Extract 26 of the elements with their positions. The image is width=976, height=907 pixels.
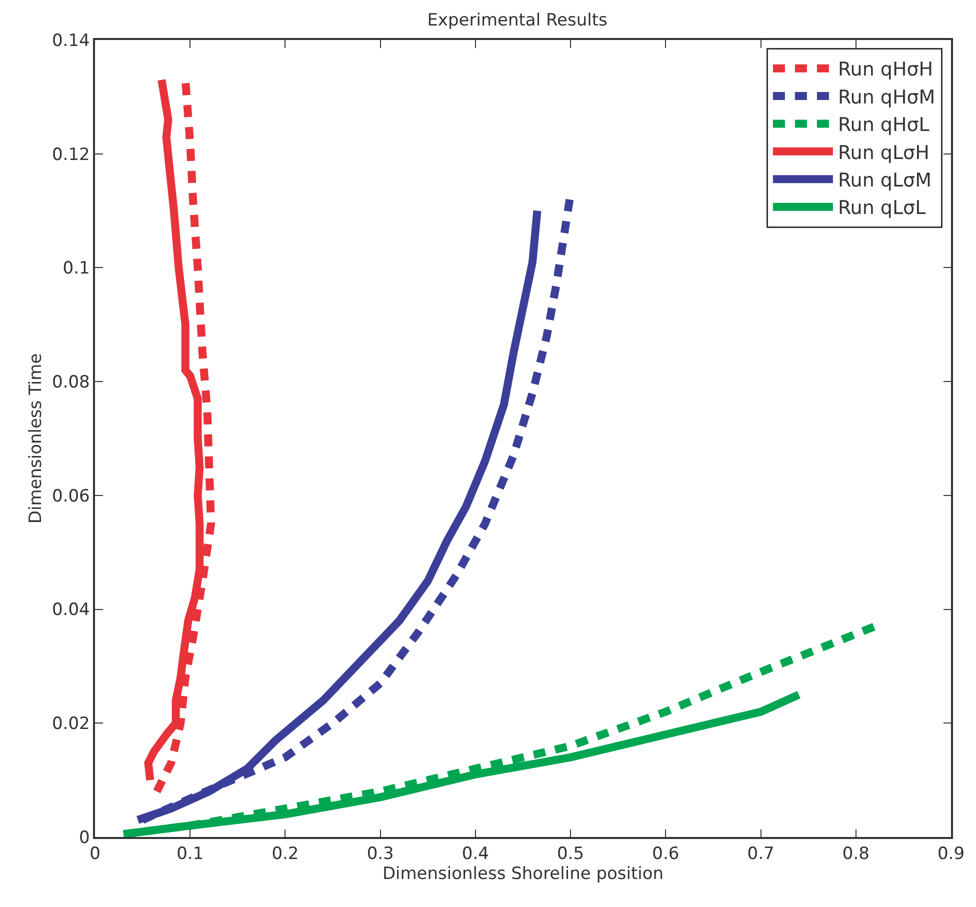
legend-label: Run qLσM — [838, 170, 932, 192]
x-tick-label: 0.6 — [652, 844, 680, 864]
legend-label: Run qHσH — [838, 58, 934, 81]
x-tick-label: 0.5 — [557, 844, 584, 864]
x-tick-label: 0.2 — [272, 844, 299, 864]
legend-label: Run qHσM — [838, 86, 936, 108]
legend-label: Run qLσL — [838, 197, 926, 220]
y-tick-label: 0.1 — [62, 258, 90, 279]
x-tick-label: 0.9 — [937, 844, 965, 864]
y-tick-label: 0.02 — [52, 714, 90, 734]
x-axis-title: Dimensionless Shoreline position — [382, 864, 664, 884]
y-tick-label: 0 — [79, 828, 90, 848]
y-tick-label: 0.04 — [52, 600, 90, 620]
x-tick-label: 0.1 — [176, 844, 204, 864]
y-tick-label: 0.12 — [52, 144, 90, 165]
x-tick-label: 0.7 — [747, 844, 774, 864]
legend-label: Run qLσH — [838, 142, 930, 164]
y-tick-label: 0.06 — [52, 486, 90, 506]
x-tick-label: 0.8 — [842, 844, 870, 864]
y-axis-title: Dimensionless Time — [26, 353, 46, 524]
chart-title: Experimental Results — [427, 10, 608, 31]
y-tick-label: 0.14 — [52, 30, 90, 51]
legend-label: Run qHσL — [838, 114, 930, 136]
x-tick-label: 0.3 — [366, 844, 394, 864]
x-tick-label: 0.4 — [462, 844, 489, 864]
y-tick-label: 0.08 — [52, 372, 90, 393]
